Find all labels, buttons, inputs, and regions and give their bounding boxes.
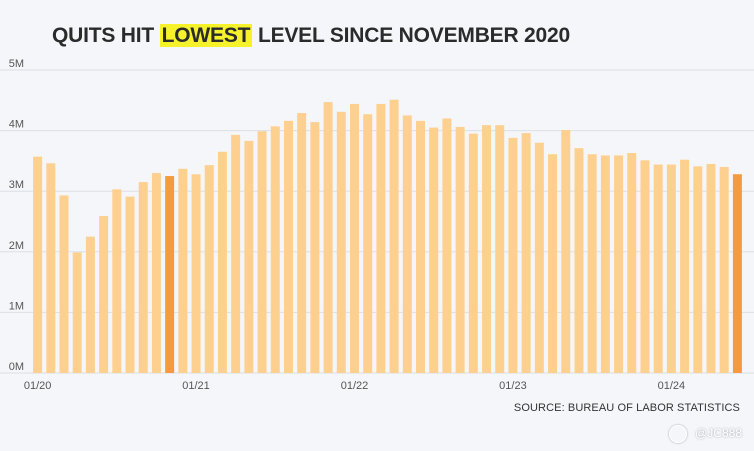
- bar: [508, 137, 518, 373]
- bar: [574, 148, 584, 373]
- bar: [125, 196, 135, 373]
- bar: [204, 165, 214, 373]
- bar: [640, 160, 650, 373]
- bar: [178, 168, 188, 373]
- watermark-logo-icon: [669, 425, 688, 443]
- bar: [323, 102, 333, 374]
- bar: [217, 151, 227, 373]
- y-tick-label: 5M: [9, 58, 24, 70]
- bar: [151, 173, 161, 373]
- bar: [99, 216, 109, 373]
- bar: [719, 166, 729, 373]
- bar: [283, 120, 293, 374]
- bar: [416, 120, 425, 374]
- bar: [270, 126, 280, 373]
- x-tick-label: 01/20: [24, 380, 52, 392]
- watermark-text: @JC888: [695, 426, 742, 441]
- title-suffix: LEVEL SINCE NOVEMBER 2020: [257, 24, 570, 47]
- bar: [666, 164, 676, 373]
- bar: [112, 189, 122, 373]
- bar: [653, 164, 663, 373]
- bar: [402, 115, 412, 373]
- bar: [244, 140, 254, 373]
- bar: [257, 131, 267, 373]
- bar: [389, 99, 399, 373]
- x-tick-label: 01/24: [658, 380, 686, 392]
- bar: [587, 154, 597, 373]
- bar: [521, 133, 531, 373]
- bar: [231, 134, 241, 373]
- bar: [59, 195, 69, 373]
- bar: [534, 142, 544, 373]
- bar: [627, 153, 637, 373]
- y-tick-label: 4M: [9, 119, 24, 131]
- bar-highlighted: [165, 176, 175, 373]
- y-tick-label: 0M: [9, 361, 24, 373]
- bar: [429, 127, 439, 373]
- x-tick-label: 01/21: [182, 380, 210, 392]
- title-prefix: QUITS HIT: [52, 24, 155, 47]
- x-tick-label: 01/23: [499, 380, 527, 392]
- bar: [33, 156, 43, 373]
- bar: [600, 155, 610, 373]
- y-tick-label: 2M: [9, 240, 24, 252]
- y-tick-label: 1M: [9, 300, 24, 312]
- bar: [614, 155, 624, 373]
- title-highlight: LOWEST: [159, 24, 253, 47]
- source-note: SOURCE: BUREAU OF LABOR STATISTICS: [513, 402, 740, 414]
- bar: [376, 103, 386, 373]
- bar: [297, 113, 307, 373]
- bar: [482, 125, 492, 374]
- bar: [363, 114, 373, 373]
- bar: [495, 125, 505, 374]
- bar: [693, 166, 703, 373]
- bar: [455, 126, 465, 374]
- chart-title: QUITS HIT LOWEST LEVEL SINCE NOVEMBER 20…: [52, 24, 570, 48]
- bar: [442, 118, 452, 373]
- bar: [138, 182, 148, 373]
- bar: [310, 122, 320, 373]
- bar: [548, 154, 558, 373]
- bar: [191, 174, 201, 373]
- bar: [72, 252, 82, 373]
- bar: [85, 236, 95, 373]
- y-tick-label: 3M: [9, 179, 24, 191]
- bar: [468, 133, 478, 373]
- x-tick-label: 01/22: [341, 380, 369, 392]
- bar: [561, 129, 571, 373]
- watermark: @JC888: [669, 425, 742, 443]
- bar: [680, 159, 690, 373]
- bar: [336, 111, 346, 374]
- bar: [350, 103, 359, 373]
- bar: [46, 163, 56, 373]
- bar: [706, 163, 716, 373]
- bar-highlighted: [732, 174, 742, 373]
